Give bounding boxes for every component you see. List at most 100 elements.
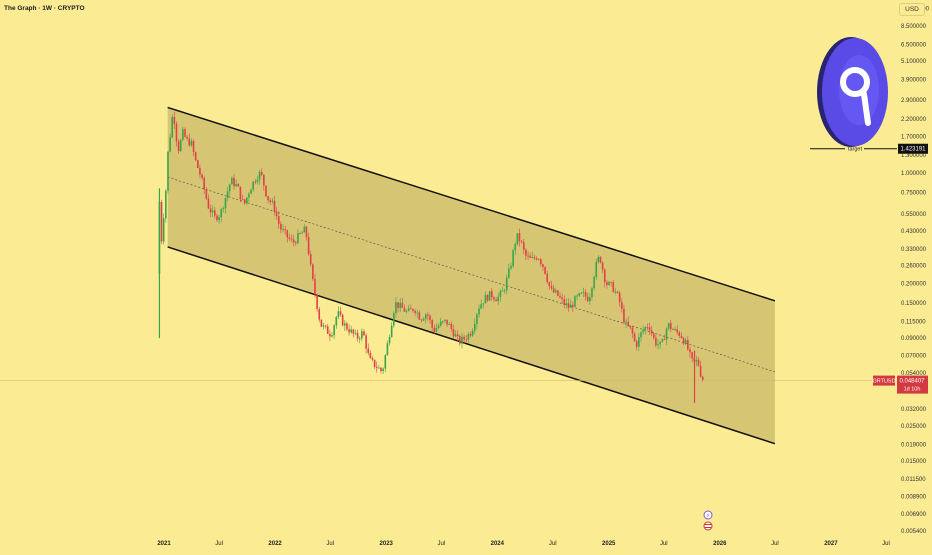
candle[interactable] [369,350,372,359]
candle[interactable] [416,309,419,319]
candle[interactable] [205,187,208,201]
candle[interactable] [552,284,555,294]
candle[interactable] [162,213,165,245]
candle[interactable] [463,334,465,344]
candle[interactable] [316,293,318,312]
candle[interactable] [358,336,361,344]
candle[interactable] [237,183,240,187]
candle[interactable] [456,330,459,342]
candle[interactable] [243,199,246,205]
candle[interactable] [173,111,176,130]
candle[interactable] [701,375,704,382]
candle[interactable] [393,311,395,328]
candle[interactable] [209,204,212,217]
candle[interactable] [184,127,186,138]
candle[interactable] [277,210,280,229]
candle[interactable] [382,367,384,374]
candle[interactable] [508,263,510,279]
candle[interactable] [337,306,340,320]
candle[interactable] [188,133,191,147]
candle[interactable] [273,195,276,216]
candle[interactable] [491,288,493,301]
candle[interactable] [461,332,463,349]
candle[interactable] [567,298,570,312]
candle[interactable] [169,133,171,153]
candle[interactable] [346,321,348,332]
event-markers[interactable]: ⚡ [703,510,713,531]
candle[interactable] [597,254,600,264]
candle[interactable] [294,240,297,246]
candle[interactable] [661,338,664,343]
candle[interactable] [548,281,551,290]
candle[interactable] [297,229,299,245]
candle[interactable] [290,234,293,243]
candle[interactable] [329,329,331,342]
candle[interactable] [452,324,455,339]
candle[interactable] [431,318,433,332]
candle[interactable] [395,297,397,318]
candle[interactable] [403,304,406,313]
candle[interactable] [226,186,229,202]
candle[interactable] [667,322,670,331]
candle[interactable] [339,306,342,317]
candle[interactable] [674,326,676,332]
candle[interactable] [390,322,393,338]
candle[interactable] [561,293,563,304]
candle[interactable] [595,258,598,280]
currency-selector[interactable]: USD [899,3,925,16]
candle[interactable] [299,232,301,235]
candle[interactable] [691,351,693,363]
candle[interactable] [665,327,668,345]
candle[interactable] [657,339,659,350]
candle[interactable] [427,311,429,321]
candle[interactable] [235,179,237,188]
candle[interactable] [373,359,376,369]
candle[interactable] [546,270,549,284]
candle[interactable] [429,313,431,325]
candle[interactable] [593,275,595,291]
candle[interactable] [554,287,557,294]
candle[interactable] [348,324,350,336]
candle[interactable] [687,336,689,351]
candle[interactable] [663,334,666,340]
candle[interactable] [516,233,519,246]
candle[interactable] [676,325,678,336]
candle[interactable] [578,292,580,297]
candle[interactable] [640,331,642,342]
candle[interactable] [689,346,691,358]
candle[interactable] [495,296,497,302]
candle[interactable] [365,333,367,354]
candle[interactable] [280,221,282,234]
candle[interactable] [469,331,472,338]
candle[interactable] [269,198,272,205]
candle[interactable] [557,289,559,297]
candle[interactable] [642,325,644,335]
candle[interactable] [610,281,612,287]
candle[interactable] [435,323,438,333]
candle[interactable] [288,233,291,241]
candle[interactable] [245,197,248,206]
candle[interactable] [672,327,674,330]
candle[interactable] [522,238,525,255]
candle[interactable] [571,301,574,313]
candle[interactable] [401,297,404,309]
candle[interactable] [190,138,193,147]
candle[interactable] [582,287,585,298]
candle[interactable] [352,328,355,338]
candle[interactable] [422,317,425,322]
candle[interactable] [307,232,310,256]
candle[interactable] [520,239,523,244]
candle[interactable] [682,336,685,346]
candle[interactable] [580,292,583,294]
us-flag-icon[interactable] [703,521,713,531]
candle[interactable] [405,308,408,314]
candle[interactable] [271,197,274,205]
candle[interactable] [480,299,482,310]
candle[interactable] [260,168,263,177]
candle[interactable] [331,332,333,338]
candle[interactable] [510,262,512,271]
candle[interactable] [433,324,436,335]
candle[interactable] [488,291,491,301]
candle[interactable] [220,207,223,223]
candle[interactable] [361,328,363,342]
